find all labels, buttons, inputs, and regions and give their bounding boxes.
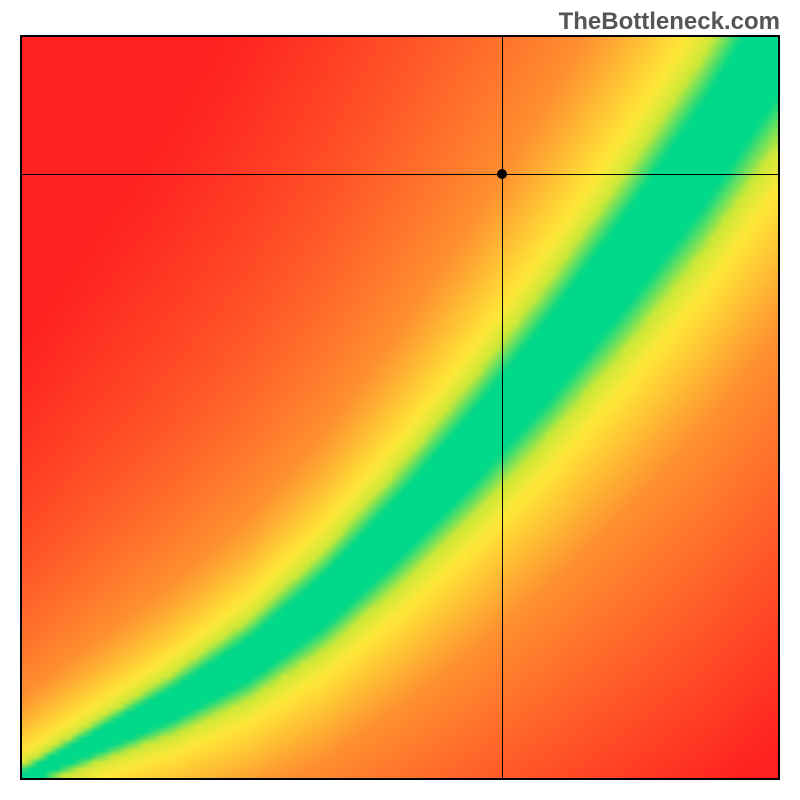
bottleneck-heatmap [20, 35, 780, 780]
crosshair-point [497, 169, 507, 179]
watermark-text: TheBottleneck.com [559, 8, 780, 36]
heatmap-canvas [22, 37, 778, 778]
crosshair-vertical [502, 37, 503, 778]
crosshair-horizontal [22, 174, 778, 175]
